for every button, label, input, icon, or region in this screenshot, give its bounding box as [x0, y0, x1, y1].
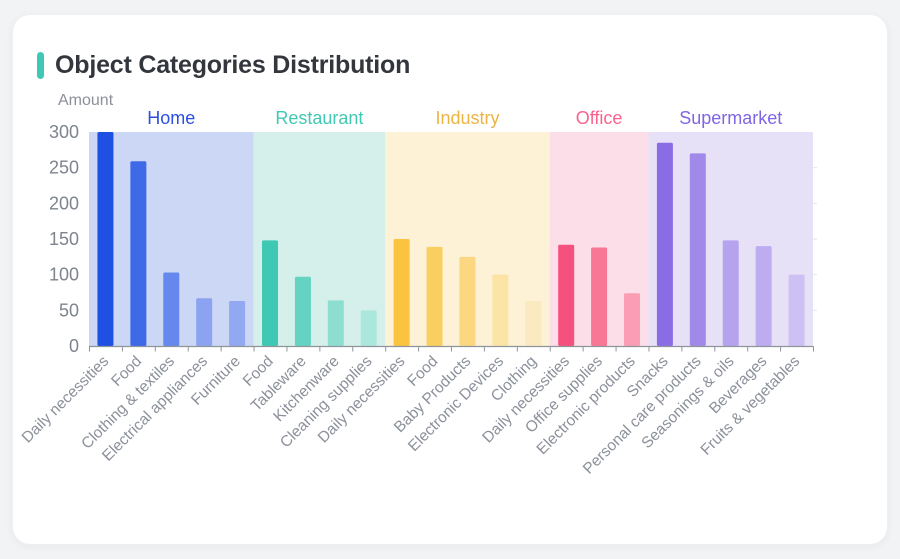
y-axis-label: 0	[69, 336, 79, 356]
bar[interactable]	[229, 301, 246, 346]
title-accent-bar	[37, 52, 44, 79]
group-label: Supermarket	[679, 108, 782, 128]
bar[interactable]	[558, 244, 575, 346]
bar[interactable]	[591, 247, 608, 346]
group-label: Office	[576, 108, 623, 128]
y-axis-label: 250	[49, 158, 79, 178]
y-axis-label: 100	[49, 265, 79, 285]
bar[interactable]	[624, 293, 640, 346]
bar[interactable]	[196, 298, 213, 346]
bar[interactable]	[393, 239, 410, 346]
bar[interactable]	[492, 274, 509, 346]
bar[interactable]	[459, 256, 476, 346]
bar[interactable]	[656, 142, 673, 346]
bar[interactable]	[426, 246, 443, 346]
y-axis-label: 300	[49, 122, 79, 142]
y-axis-title: Amount	[58, 92, 114, 109]
bar[interactable]	[97, 132, 114, 346]
chart-card: Object Categories Distribution Home Daily…	[12, 14, 888, 545]
bar[interactable]	[722, 240, 739, 346]
bar[interactable]	[130, 161, 147, 346]
y-axis-label: 200	[49, 193, 79, 213]
bar[interactable]	[525, 301, 542, 346]
bar[interactable]	[262, 240, 278, 346]
group-label: Restaurant	[275, 108, 363, 128]
bar[interactable]	[360, 310, 377, 346]
bar[interactable]	[294, 276, 311, 346]
bar[interactable]	[755, 246, 772, 346]
group-label: Industry	[435, 108, 499, 128]
bar[interactable]	[163, 272, 180, 346]
card-header: Object Categories Distribution	[37, 51, 410, 80]
bar[interactable]	[327, 300, 344, 346]
page-title: Object Categories Distribution	[55, 51, 411, 79]
y-axis-label: 150	[49, 229, 79, 249]
bar[interactable]	[788, 274, 805, 346]
bar[interactable]	[689, 153, 706, 346]
y-axis-label: 50	[59, 300, 79, 320]
group-label: Home	[147, 108, 195, 128]
